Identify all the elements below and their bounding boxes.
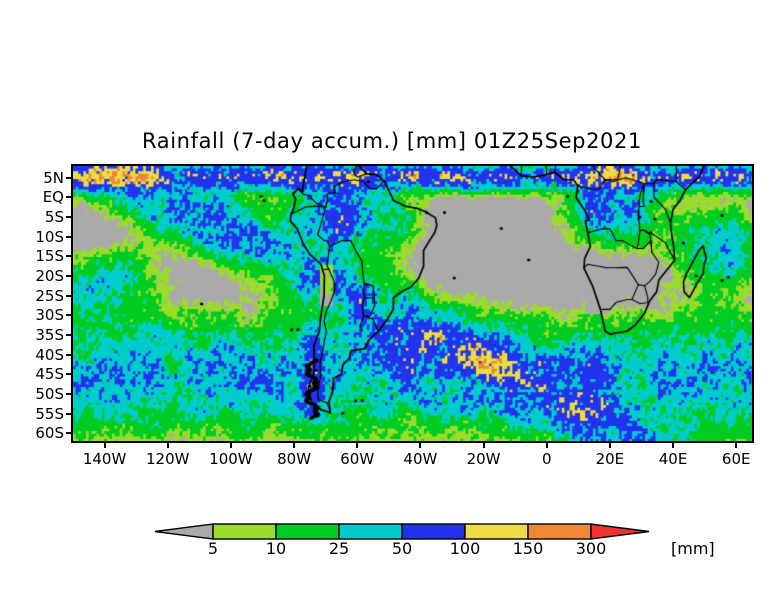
x-tick-mark (482, 441, 485, 448)
x-tick-mark (735, 441, 738, 448)
y-tick-label: 40S (35, 345, 64, 364)
x-tick-label: 60E (721, 450, 751, 468)
x-tick-label: 40E (658, 450, 688, 468)
y-tick-mark (66, 353, 73, 356)
y-tick-mark (66, 412, 73, 415)
y-tick-label: 5N (43, 168, 64, 187)
page-title: Rainfall (7-day accum.) [mm] 01Z25Sep202… (142, 129, 642, 153)
y-tick-label: 50S (35, 384, 64, 403)
x-tick-mark (293, 441, 296, 448)
y-tick-mark (66, 373, 73, 376)
x-tick-label: 140W (82, 450, 127, 468)
y-tick-mark (66, 235, 73, 238)
colorbar: [mm] 5 10 25 50 100 150 300 (0, 515, 784, 575)
y-tick-label: 30S (35, 306, 64, 325)
x-tick-mark (356, 441, 359, 448)
rainfall-heatmap-canvas (73, 166, 752, 441)
y-tick-label: 45S (35, 365, 64, 384)
y-tick-label: 20S (35, 267, 64, 285)
colorbar-segment-under (154, 523, 214, 540)
y-tick-mark (66, 176, 73, 179)
colorbar-segment-100 (464, 523, 529, 540)
x-tick-mark (672, 441, 675, 448)
x-tick-label: 100W (209, 450, 253, 468)
x-tick-label: 40W (403, 450, 438, 468)
colorbar-segment-5 (212, 523, 277, 540)
map-plot-area (73, 166, 752, 441)
colorbar-unit-label: [mm] (671, 539, 715, 558)
y-axis-latitude: 5N EQ 5S 10S 15S 20S 25S 30S 35S 40S 45S 50S 55S 60S (0, 0, 73, 612)
x-tick-label: 0 (541, 450, 552, 468)
colorbar-tick-50: 50 (391, 539, 413, 558)
colorbar-tick-150: 150 (512, 539, 544, 558)
x-tick-label: 60W (340, 450, 375, 468)
x-tick-mark (103, 441, 106, 448)
y-tick-mark (66, 294, 73, 297)
colorbar-segment-over (590, 523, 650, 540)
y-tick-mark (66, 275, 73, 277)
y-tick-mark (66, 255, 73, 258)
y-tick-mark (66, 432, 73, 435)
y-tick-mark (66, 314, 73, 317)
colorbar-segment-10 (275, 523, 340, 540)
x-axis-longitude: 140W 120W 100W 80W 60W 40W 20W 0 20E 40E 60E (0, 441, 784, 481)
y-tick-label: 35S (35, 325, 64, 344)
x-tick-label: 120W (146, 450, 190, 468)
y-tick-label: EQ (42, 188, 64, 207)
x-tick-mark (419, 441, 422, 448)
colorbar-tick-300: 300 (575, 539, 607, 558)
colorbar-tick-10: 10 (265, 539, 287, 558)
colorbar-segment-25 (338, 523, 403, 540)
colorbar-swatches (154, 523, 650, 540)
y-tick-label: 25S (35, 286, 64, 305)
y-tick-mark (66, 333, 73, 336)
x-tick-mark (608, 441, 611, 448)
colorbar-tick-100: 100 (449, 539, 481, 558)
colorbar-segment-50 (401, 523, 466, 540)
y-tick-label: 60S (35, 424, 64, 443)
x-tick-mark (229, 441, 232, 448)
y-tick-label: 10S (35, 227, 64, 246)
x-tick-label: 80W (277, 450, 312, 468)
y-tick-label: 15S (35, 247, 64, 266)
x-tick-mark (545, 441, 548, 448)
colorbar-tick-25: 25 (328, 539, 350, 558)
y-tick-mark (66, 196, 73, 199)
colorbar-tick-5: 5 (207, 539, 219, 558)
y-tick-label: 55S (35, 404, 64, 423)
colorbar-segment-150 (527, 523, 592, 540)
y-tick-mark (66, 216, 73, 219)
x-tick-mark (166, 441, 169, 448)
x-tick-label: 20E (595, 450, 625, 468)
y-tick-label: 5S (44, 208, 64, 227)
x-tick-label: 20W (466, 450, 501, 468)
y-tick-mark (66, 392, 73, 395)
